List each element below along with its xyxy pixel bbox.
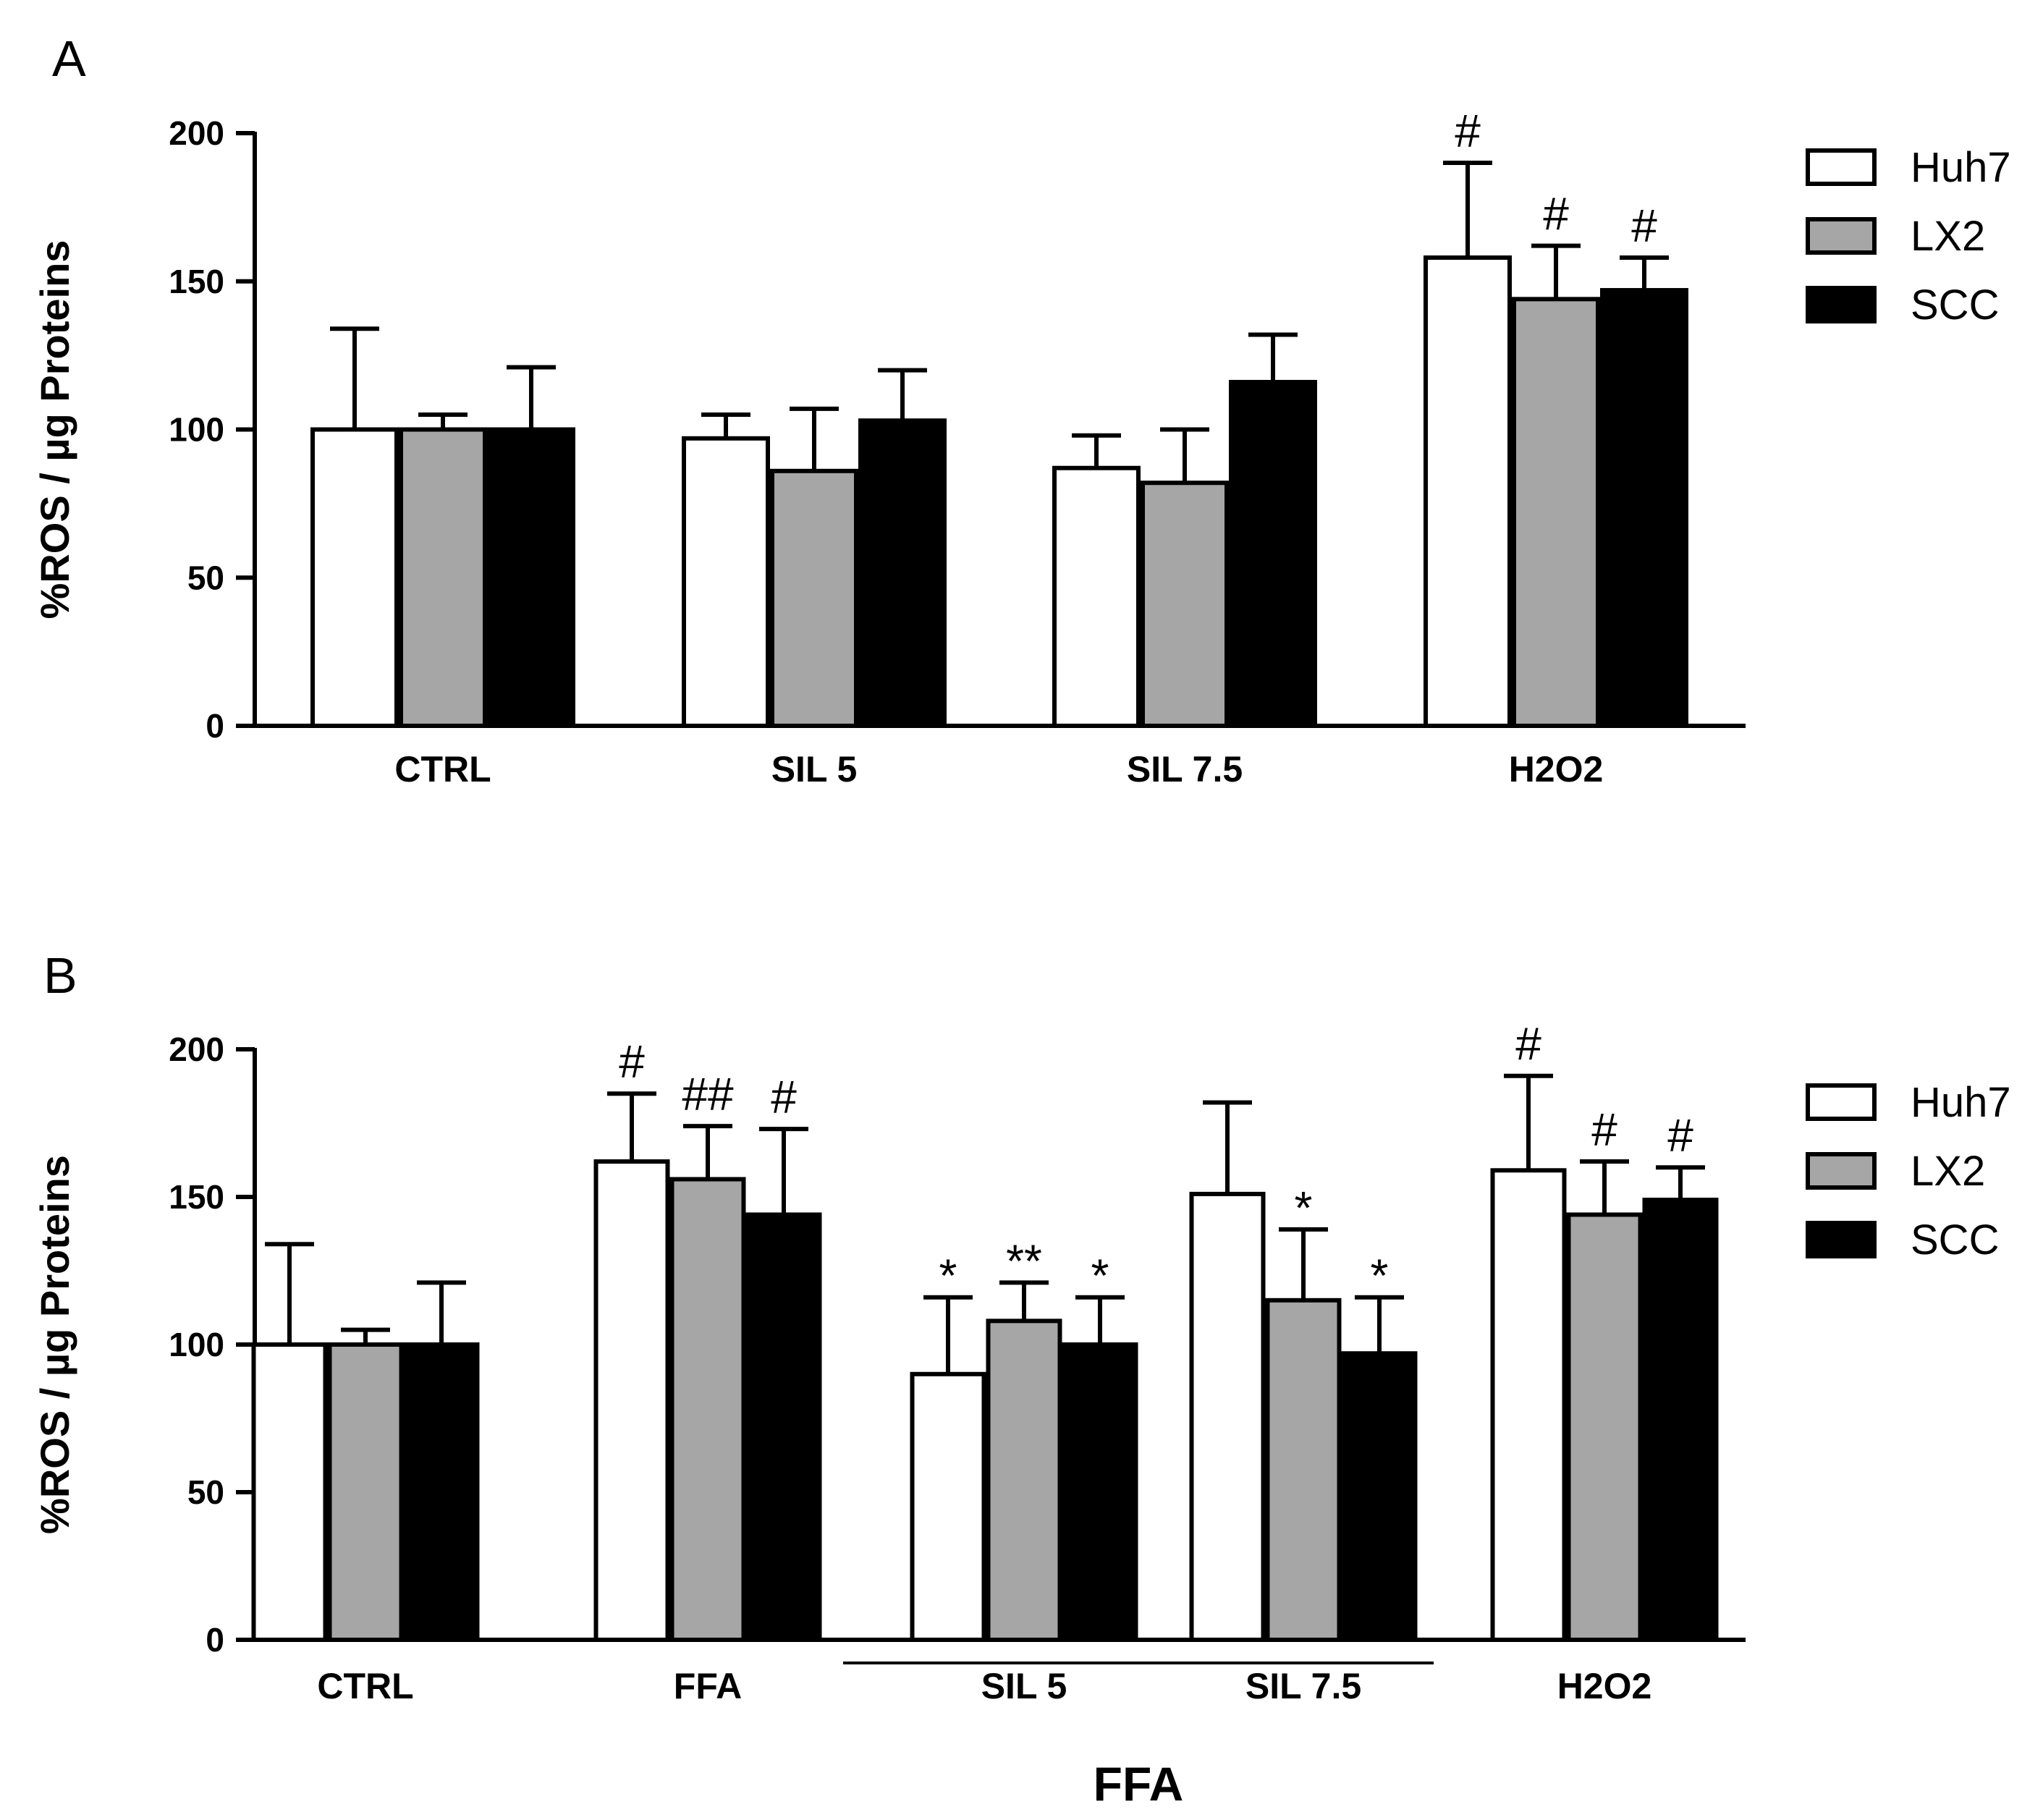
legend-label: LX2	[1911, 213, 1985, 260]
panel-a: A %ROS / µg Proteins 0 50 100 150 200 CTRL SIL 5…	[32, 30, 2011, 790]
bar-huh7	[682, 436, 770, 728]
significance-marker: #	[1667, 1109, 1693, 1161]
y-tick-label: 0	[206, 1621, 224, 1659]
panel-letter: B	[43, 947, 77, 1004]
bar-lx2	[399, 427, 487, 728]
bar-scc	[1600, 288, 1688, 729]
significance-marker: *	[1091, 1250, 1109, 1302]
ffa-bracket-label: FFA	[1094, 1757, 1184, 1811]
bar-lx2	[1265, 1298, 1342, 1643]
y-tick-label: 100	[169, 1326, 224, 1363]
bar-huh7	[1052, 465, 1141, 728]
bar-lx2	[1512, 297, 1600, 728]
significance-marker: *	[1295, 1182, 1313, 1234]
y-tick-label: 150	[169, 263, 224, 300]
legend-swatch-lx2	[1806, 1152, 1877, 1190]
bar-scc	[745, 1212, 822, 1642]
y-tick-label: 50	[187, 559, 224, 596]
legend-label: SCC	[1911, 282, 1999, 329]
bar-scc	[1229, 379, 1317, 728]
panel-letter: A	[52, 30, 86, 87]
bar-huh7	[1189, 1191, 1266, 1643]
bar-huh7	[310, 427, 399, 728]
x-category-label: CTRL	[394, 749, 491, 790]
x-category-label: FFA	[674, 1666, 742, 1706]
bar-scc	[1062, 1342, 1138, 1642]
bar-lx2	[1566, 1212, 1643, 1642]
significance-marker: #	[771, 1071, 797, 1123]
significance-marker: ##	[682, 1068, 734, 1120]
legend-swatch-lx2	[1806, 217, 1877, 255]
legend-label: Huh7	[1911, 1079, 2011, 1126]
bar-huh7	[1424, 255, 1512, 728]
legend-label: Huh7	[1911, 144, 2011, 191]
x-category-label: CTRL	[317, 1666, 413, 1706]
y-tick-label: 100	[169, 411, 224, 449]
y-tick-label: 200	[169, 114, 224, 152]
legend-swatch-scc	[1806, 1221, 1877, 1258]
legend-swatch-huh7	[1806, 148, 1877, 186]
significance-marker: #	[1631, 200, 1657, 252]
significance-marker: #	[619, 1036, 645, 1088]
significance-marker: #	[1515, 1018, 1541, 1070]
bar-scc	[403, 1342, 480, 1642]
x-category-label: SIL 7.5	[1127, 749, 1243, 790]
x-category-label: SIL 7.5	[1245, 1666, 1361, 1706]
significance-marker: #	[1455, 105, 1481, 157]
x-category-label: H2O2	[1557, 1666, 1652, 1706]
bar-lx2	[770, 468, 858, 729]
bar-scc	[1642, 1198, 1719, 1642]
y-axis-label: %ROS / µg Proteins	[32, 1155, 77, 1534]
x-category-label: SIL 5	[771, 749, 858, 790]
bar-huh7	[910, 1371, 986, 1643]
bar-huh7	[1490, 1168, 1567, 1642]
bar-lx2	[1141, 481, 1229, 729]
bar-scc	[1341, 1351, 1418, 1642]
legend-label: SCC	[1911, 1216, 1999, 1264]
legend-swatch-huh7	[1806, 1083, 1877, 1121]
significance-marker: *	[939, 1250, 957, 1302]
legend-swatch-scc	[1806, 286, 1877, 323]
bar-huh7	[251, 1342, 328, 1642]
bar-lx2	[986, 1319, 1062, 1642]
significance-marker: #	[1591, 1104, 1617, 1156]
bar-lx2	[327, 1342, 404, 1642]
bar-scc	[858, 418, 947, 729]
y-tick-label: 50	[187, 1473, 224, 1511]
y-tick-label: 150	[169, 1178, 224, 1216]
x-category-label: SIL 5	[981, 1666, 1067, 1706]
bar-huh7	[593, 1159, 670, 1643]
significance-marker: #	[1543, 188, 1569, 240]
legend-label: LX2	[1911, 1148, 1985, 1195]
significance-marker: **	[1006, 1235, 1042, 1287]
y-axis-label: %ROS / µg Proteins	[32, 240, 77, 619]
significance-marker: *	[1371, 1250, 1389, 1302]
y-tick-label: 200	[169, 1030, 224, 1068]
x-category-label: H2O2	[1509, 749, 1604, 790]
y-tick-label: 0	[206, 707, 224, 745]
bar-lx2	[669, 1177, 746, 1642]
bar-scc	[487, 427, 575, 728]
